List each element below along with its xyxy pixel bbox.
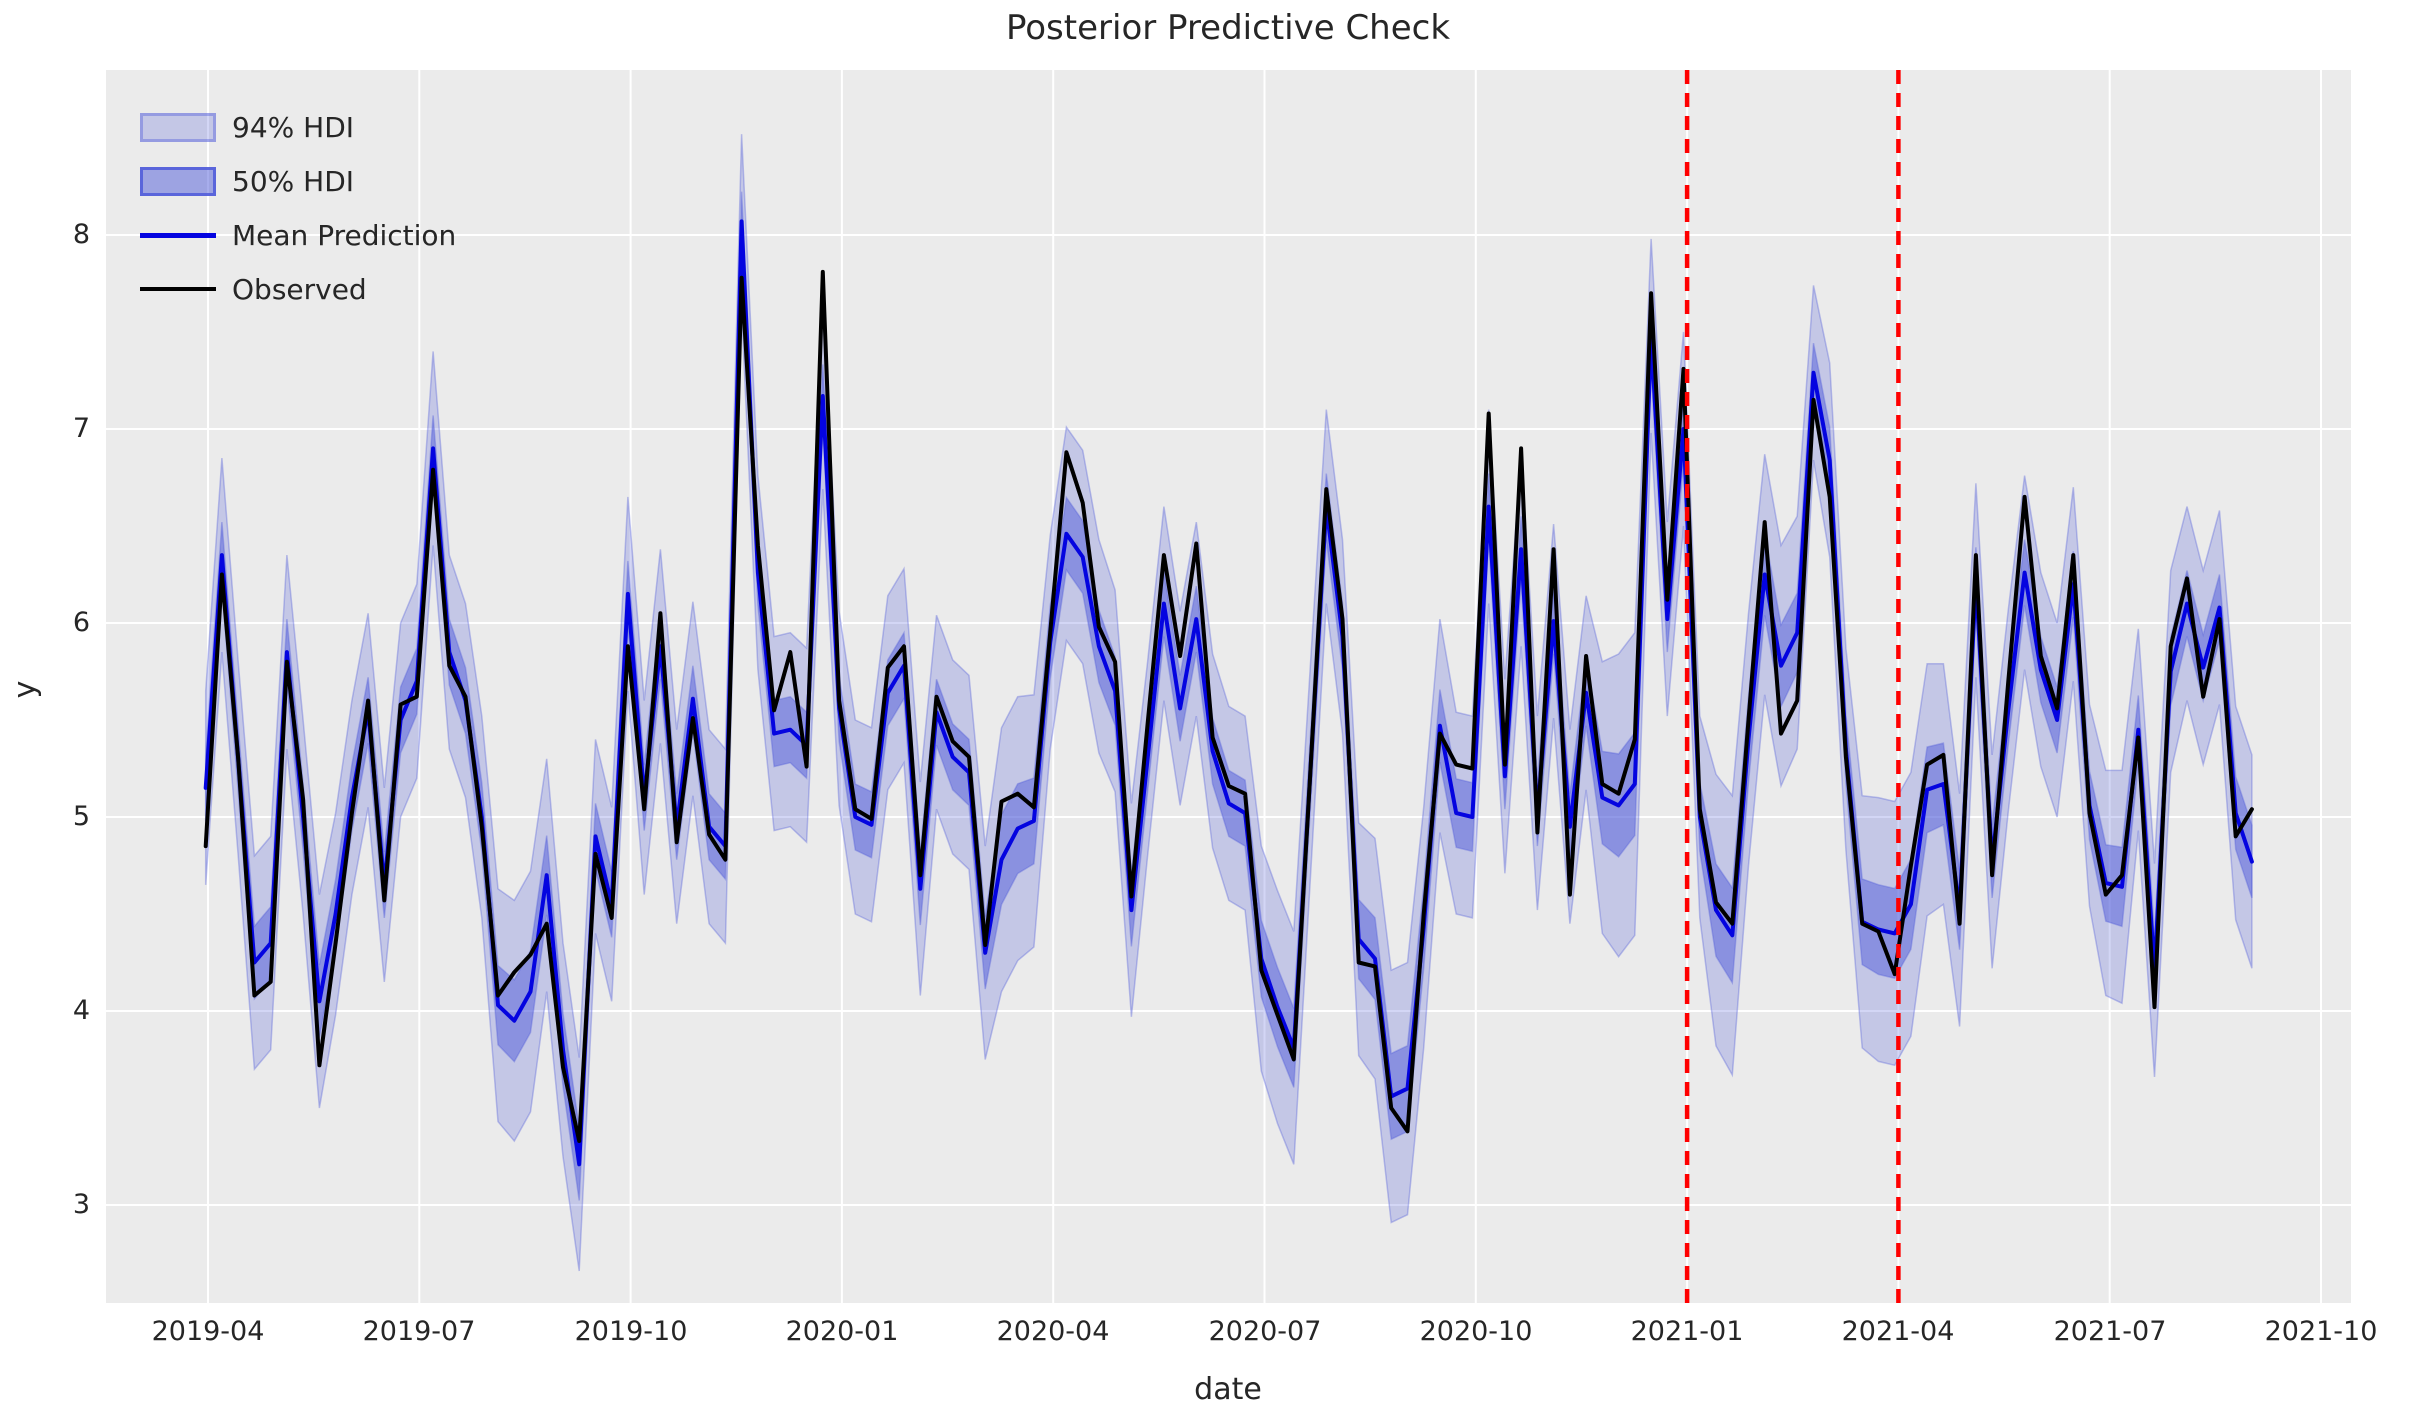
hdi-94-swatch: [140, 112, 216, 142]
legend-item-50-hdi: 50% HDI: [140, 154, 456, 208]
legend-label: 94% HDI: [232, 110, 355, 144]
y-tick-8: 8: [72, 219, 90, 250]
legend-label: 50% HDI: [232, 164, 355, 198]
observed-line-swatch: [140, 287, 216, 291]
y-tick-5: 5: [72, 801, 90, 832]
legend-item-94-hdi: 94% HDI: [140, 100, 456, 154]
chart-title: Posterior Predictive Check: [1005, 8, 1451, 48]
x-tick-2021-10: 2021-10: [2264, 1316, 2378, 1347]
mean-line-swatch: [140, 232, 216, 238]
x-tick-2020-01: 2020-01: [785, 1316, 899, 1347]
x-tick-2020-10: 2020-10: [1419, 1316, 1533, 1347]
legend: 94% HDI 50% HDI Mean Prediction Observed: [140, 100, 456, 316]
legend-item-mean-prediction: Mean Prediction: [140, 208, 456, 262]
x-tick-2021-01: 2021-01: [1630, 1316, 1744, 1347]
y-tick-4: 4: [72, 995, 90, 1026]
y-tick-7: 7: [72, 413, 90, 444]
y-tick-3: 3: [72, 1189, 90, 1220]
hdi-50-swatch: [140, 166, 216, 196]
legend-label: Observed: [232, 272, 367, 306]
y-tick-6: 6: [72, 607, 90, 638]
x-tick-2021-04: 2021-04: [1841, 1316, 1955, 1347]
x-tick-2021-07: 2021-07: [2053, 1316, 2167, 1347]
x-tick-2019-04: 2019-04: [151, 1316, 265, 1347]
y-axis-label: y: [7, 680, 43, 699]
x-tick-2020-07: 2020-07: [1208, 1316, 1322, 1347]
x-tick-2020-04: 2020-04: [996, 1316, 1110, 1347]
x-tick-2019-10: 2019-10: [574, 1316, 688, 1347]
legend-label: Mean Prediction: [232, 218, 457, 252]
x-axis-label: date: [1194, 1372, 1262, 1407]
legend-item-observed: Observed: [140, 262, 456, 316]
x-tick-2019-07: 2019-07: [362, 1316, 476, 1347]
